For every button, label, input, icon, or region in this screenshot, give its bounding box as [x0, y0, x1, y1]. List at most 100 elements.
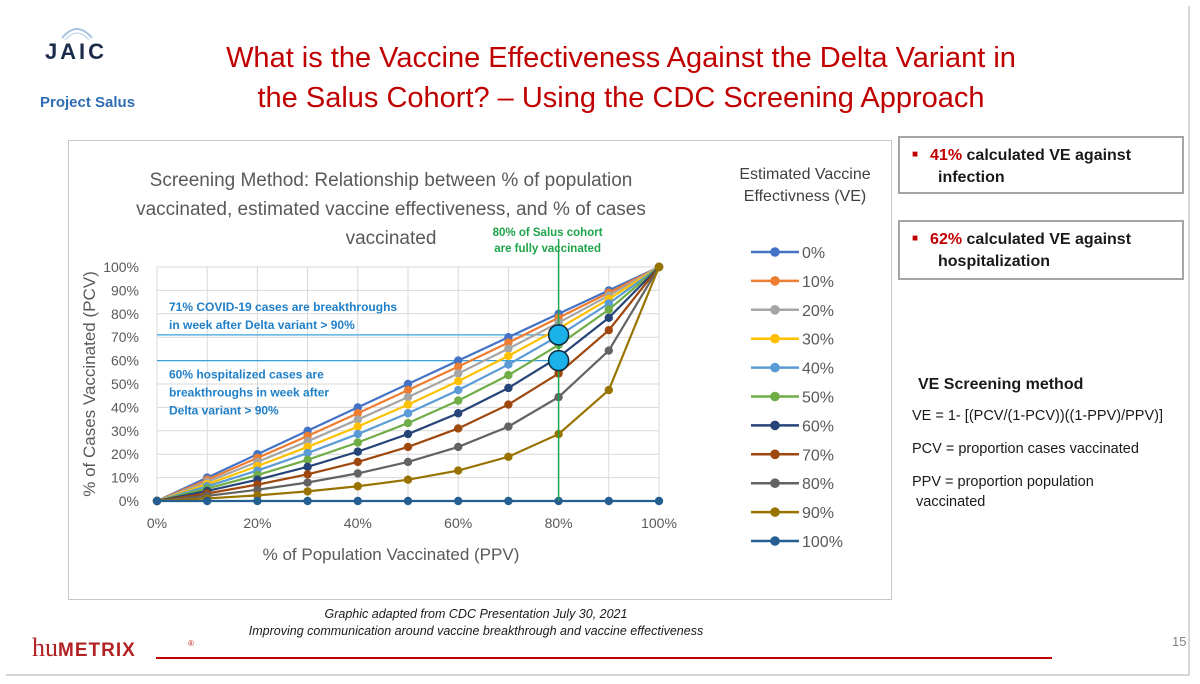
- series-point-ve-100: [454, 496, 463, 506]
- legend-label-ve-90: 90%: [802, 505, 834, 522]
- series-point-ve-90: [504, 452, 513, 461]
- jaic-logo-icon: JAIC: [45, 28, 104, 64]
- y-tick-label: 70%: [111, 329, 139, 345]
- series-point-ve-80: [504, 422, 513, 431]
- series-point-ve-70: [454, 424, 463, 433]
- series-point-ve-50: [454, 396, 463, 405]
- series-point-ve-40: [403, 409, 413, 418]
- ppv-definition-line-1: PPV = proportion population: [912, 474, 1094, 490]
- y-axis-label: % of Cases Vaccinated (PCV): [80, 271, 99, 497]
- series-point-ve-50: [504, 370, 513, 380]
- chart: Screening Method: Relationship between %…: [80, 166, 871, 564]
- footer-rule: [156, 657, 1052, 659]
- svg-text:®: ®: [188, 639, 194, 648]
- series-point-ve-0: [454, 356, 463, 365]
- legend-label-ve-20: 20%: [802, 303, 834, 320]
- callout-infection-text-2: infection: [938, 169, 1005, 186]
- series-point-ve-50: [353, 438, 362, 447]
- ppv-definition: PPV = proportion population vaccinated: [912, 472, 1192, 512]
- hline2-label-line-2: breakthroughs in week after: [169, 386, 329, 400]
- series-point-ve-70: [604, 325, 613, 335]
- callout-hospitalization-pct: 62%: [930, 231, 963, 248]
- chart-title-line: vaccinated: [346, 228, 437, 249]
- source-line-2: Improving communication around vaccine b…: [248, 624, 704, 638]
- x-tick-label: 20%: [243, 515, 271, 531]
- x-tick-label: 80%: [545, 515, 573, 531]
- legend-marker-ve-60: [770, 420, 780, 431]
- highlight-marker: [547, 349, 570, 372]
- series-point-ve-30: [504, 351, 513, 361]
- series-point-ve-10: [353, 409, 362, 418]
- legend-marker-ve-30: [770, 333, 780, 344]
- y-tick-label: 100%: [103, 259, 139, 275]
- chart-title-line: Screening Method: Relationship between %…: [150, 170, 633, 191]
- legend-marker-ve-70: [770, 449, 780, 460]
- legend-marker-ve-80: [770, 478, 780, 489]
- series-point-ve-40: [303, 448, 312, 458]
- series-point-ve-90: [403, 475, 413, 484]
- logo-subtitle: Project Salus: [40, 94, 136, 111]
- series-point-ve-50: [303, 455, 312, 465]
- series-point-ve-30: [303, 442, 312, 452]
- legend-label-ve-10: 10%: [802, 274, 834, 291]
- jaic-logo: JAIC Project Salus: [26, 26, 135, 111]
- series-point-ve-70: [403, 442, 413, 452]
- series-point-ve-90: [353, 482, 362, 491]
- callout-infection: ■ 41% calculated VE against infection: [898, 136, 1184, 194]
- page-title-line-2: the Salus Cohort? – Using the CDC Screen…: [257, 82, 985, 114]
- legend-label-ve-100: 100%: [802, 534, 843, 551]
- series-point-ve-80: [454, 442, 463, 452]
- legend-marker-ve-50: [770, 391, 780, 402]
- series-point-ve-40: [604, 299, 613, 308]
- legend-marker-ve-90: [770, 507, 780, 517]
- legend-marker-ve-40: [770, 362, 780, 373]
- legend-marker-ve-20: [770, 305, 780, 315]
- x-tick-label: 0%: [147, 515, 167, 531]
- legend-marker-ve-100: [770, 536, 780, 546]
- series-point-ve-40: [353, 429, 362, 439]
- y-tick-label: 20%: [111, 446, 139, 462]
- series-point-ve-100: [403, 496, 413, 506]
- series-point-ve-90: [454, 466, 463, 475]
- y-tick-label: 90%: [111, 282, 139, 298]
- series-point-ve-80: [303, 478, 312, 487]
- legend-title-line: Estimated Vaccine: [739, 166, 870, 183]
- series-point-ve-100: [303, 496, 312, 506]
- series-point-ve-20: [454, 369, 463, 378]
- series-point-ve-10: [403, 385, 413, 395]
- series-point-ve-50: [604, 305, 613, 314]
- y-tick-label: 0%: [119, 493, 139, 509]
- legend-label-ve-40: 40%: [802, 361, 834, 378]
- series-point-ve-90: [303, 487, 312, 496]
- callout-hospitalization: ■ 62% calculated VE against hospitalizati…: [898, 220, 1184, 280]
- x-tick-label: 100%: [641, 515, 677, 531]
- bullet-icon: ■: [912, 149, 919, 160]
- vline-label-line-1: 80% of Salus cohort: [493, 227, 603, 239]
- callout-hospitalization-text-2: hospitalization: [938, 253, 1050, 270]
- chart-title-line: vaccinated, estimated vaccine effectiven…: [136, 199, 646, 220]
- series-point-ve-60: [604, 313, 613, 322]
- x-tick-label: 40%: [344, 515, 372, 531]
- ve-method-heading: VE Screening method: [918, 376, 1084, 393]
- hline2-label-line-3: Delta variant > 90%: [169, 404, 279, 418]
- y-tick-label: 30%: [111, 423, 139, 439]
- series-point-ve-70: [353, 457, 362, 467]
- series-point-ve-100: [152, 496, 162, 506]
- ve-method-panel: VE Screening method VE = 1- [(PCV/(1-PCV…: [912, 376, 1192, 525]
- highlight-marker: [547, 324, 570, 346]
- legend-label-ve-50: 50%: [802, 390, 834, 407]
- legend-label-ve-80: 80%: [802, 476, 834, 493]
- ve-formula: VE = 1- [(PCV/(1-PCV))((1-PPV)/PPV)]: [912, 408, 1163, 424]
- bullet-icon: ■: [912, 233, 919, 244]
- series-point-ve-80: [353, 469, 362, 478]
- page-title-line-1: What is the Vaccine Effectiveness Agains…: [226, 42, 1016, 74]
- legend-marker-ve-0: [770, 247, 780, 257]
- x-axis-label: % of Population Vaccinated (PPV): [263, 545, 520, 564]
- y-tick-label: 60%: [111, 353, 139, 369]
- y-tick-label: 50%: [111, 376, 139, 392]
- series-point-ve-100: [654, 496, 664, 506]
- series-point-ve-40: [454, 385, 463, 395]
- hline2-label-line-1: 60% hospitalized cases are: [169, 368, 324, 382]
- vline-label-line-2: are fully vaccinated: [494, 243, 601, 255]
- series-point-ve-80: [403, 457, 413, 467]
